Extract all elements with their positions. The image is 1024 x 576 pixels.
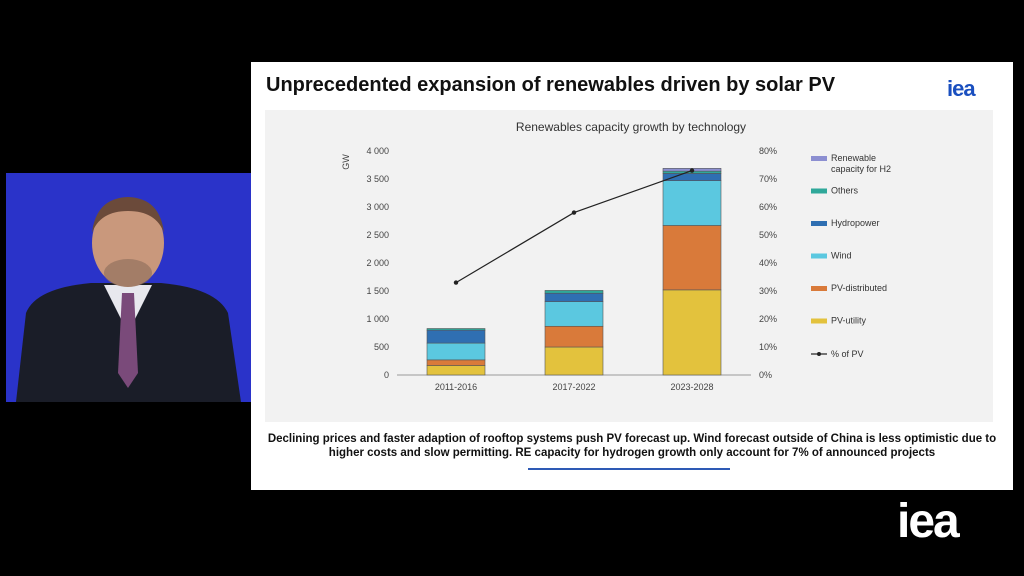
x-tick-label: 2011-2016 [435,382,477,392]
y-tick-label: 3 500 [366,174,389,184]
slide-note: Declining prices and faster adaption of … [267,433,997,459]
y-tick-label: 2 000 [366,258,389,268]
y2-tick-label: 10% [759,342,777,352]
y-tick-label: 3 000 [366,202,389,212]
bar-others [544,290,604,294]
legend-label: PV-utility [831,316,867,326]
legend-line-marker [817,352,821,356]
slide-progress-bar [528,468,730,470]
slide-title: Unprecedented expansion of renewables dr… [266,74,836,96]
iea-logo: iea [947,76,976,101]
pv-share-point [571,210,577,215]
bar-others [426,328,486,331]
legend-swatch [811,253,827,259]
y2-tick-label: 70% [759,174,777,184]
y2-tick-label: 50% [759,230,777,240]
y-tick-label: 1 500 [366,286,389,296]
bar-pv-distributed [544,325,604,348]
presentation-slide: Unprecedented expansion of renewables dr… [251,62,1013,490]
legend-label: PV-distributed [831,283,887,293]
x-tick-label: 2017-2022 [552,382,595,392]
legend-swatch [811,156,827,161]
legend-swatch [811,188,827,194]
bar-wind [426,342,486,361]
chart-title: Renewables capacity growth by technology [516,120,746,134]
pv-share-point [689,168,695,173]
y-tick-label: 1 000 [366,314,389,324]
y2-tick-label: 30% [759,286,777,296]
y-tick-label: 4 000 [366,146,389,156]
legend-label: Wind [831,251,852,261]
y-tick-label: 500 [374,342,389,352]
pv-share-point [453,280,459,285]
bar-wind [544,301,604,327]
pv-share-line [455,170,693,284]
bar-pv-utility [426,365,486,376]
y-tick-label: 2 500 [366,230,389,240]
legend-swatch [811,221,827,226]
legend-label: % of PV [831,349,864,359]
bar-hydropower [544,292,604,302]
y-tick-label: 0 [384,370,389,380]
legend-label: Others [831,186,859,196]
legend-label: Renewable capacity for H2 [831,153,891,174]
y2-tick-label: 0% [759,370,772,380]
iea-corner-logo: iea [897,495,960,548]
stacked-bar-chart: Renewables capacity growth by technology… [341,120,891,392]
bar-pv-distributed [426,359,486,366]
bar-pv-utility [544,346,604,376]
legend-swatch [811,318,827,324]
bar-pv-distributed [662,225,722,291]
bar-hydropower [662,173,722,181]
y2-tick-label: 60% [759,202,777,212]
presenter-figure [6,173,252,402]
y2-tick-label: 80% [759,146,777,156]
y-axis-label: GW [341,154,351,170]
bar-pv-utility [662,289,722,376]
y2-tick-label: 40% [759,258,777,268]
legend-label: Hydropower [831,218,880,228]
bar-wind [662,180,722,226]
x-tick-label: 2023-2028 [670,382,713,392]
chart-area: Renewables capacity growth by technology… [265,110,993,422]
presenter-video [6,173,252,402]
y2-tick-label: 20% [759,314,777,324]
legend-swatch [811,286,827,291]
bar-hydropower [426,329,486,344]
